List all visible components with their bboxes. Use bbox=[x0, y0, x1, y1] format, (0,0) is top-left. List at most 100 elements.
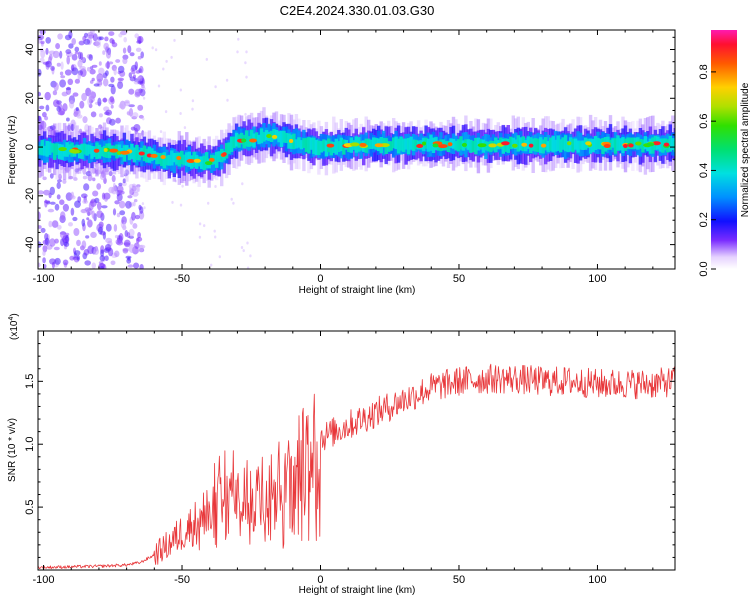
spectrogram-band-cell bbox=[205, 152, 209, 169]
spectrogram-noise-cell bbox=[135, 70, 141, 74]
snr-y-tick-label: 1.5 bbox=[24, 374, 36, 389]
spectrogram-noise-cell bbox=[88, 90, 95, 100]
spectrogram-noise-cell bbox=[71, 54, 78, 61]
spectrogram-y-tick-label: 20 bbox=[24, 92, 36, 104]
spectrogram-noise-cell bbox=[108, 83, 115, 88]
spectrogram-noise-cell bbox=[45, 60, 52, 68]
spectrogram-peak-cell bbox=[138, 151, 145, 156]
spectrogram-peak-cell bbox=[249, 138, 257, 143]
spectrogram-noise-cell bbox=[94, 197, 100, 204]
spectrogram-y-label: Frequency (Hz) bbox=[7, 116, 18, 185]
spectrogram-noise-cell bbox=[42, 257, 46, 264]
spectrogram-band-cell bbox=[411, 139, 416, 151]
spectrogram-noise-cell bbox=[127, 256, 131, 261]
spectrogram-noise-cell bbox=[137, 80, 144, 85]
spectrogram-band-cell bbox=[671, 138, 675, 150]
spectrogram-noise-cell bbox=[111, 42, 118, 48]
spectrogram-noise-cell bbox=[40, 121, 47, 130]
spectrogram-band-cell bbox=[82, 143, 87, 155]
spectrogram-band-cell bbox=[531, 138, 535, 151]
spectrogram-noise-cell bbox=[232, 201, 235, 205]
snr-multiplier-exp: 4 bbox=[8, 317, 15, 321]
spectrogram-peak-cell bbox=[70, 149, 80, 154]
spectrogram-band-cell bbox=[324, 140, 329, 157]
spectrogram-noise-cell bbox=[214, 185, 217, 188]
spectrogram-noise-cell bbox=[237, 37, 240, 41]
spectrogram-noise-cell bbox=[47, 208, 55, 213]
spectrogram-noise-cell bbox=[142, 117, 145, 121]
spectrogram-band-cell bbox=[641, 139, 645, 153]
spectrogram-noise-cell bbox=[115, 117, 121, 124]
spectrogram-noise-cell bbox=[246, 266, 250, 269]
spectrogram-noise-cell bbox=[68, 43, 74, 49]
spectrogram-noise-cell bbox=[52, 90, 58, 96]
snr-y-tick-label: 0.5 bbox=[24, 499, 36, 514]
spectrogram-noise-cell bbox=[242, 249, 245, 253]
spectrogram-noise-cell bbox=[62, 259, 69, 266]
spectrogram-band-cell bbox=[162, 152, 166, 169]
spectrogram-noise-cell bbox=[103, 78, 109, 87]
spectrogram-noise-cell bbox=[65, 49, 72, 55]
spectrogram-band-cell bbox=[127, 147, 132, 161]
spectrogram-noise-cell bbox=[135, 249, 140, 253]
spectrogram-noise-cell bbox=[181, 184, 184, 188]
spectrogram-noise-cell bbox=[110, 85, 116, 95]
spectrogram-band-cell bbox=[596, 137, 600, 149]
spectrogram-noise-cell bbox=[122, 221, 126, 230]
spectrogram-peak-cell bbox=[266, 134, 272, 138]
spectrogram-noise-cell bbox=[84, 124, 89, 133]
spectrogram-band-cell bbox=[259, 128, 264, 144]
spectrogram-band-cell bbox=[559, 139, 563, 153]
spectrogram-noise-cell bbox=[93, 83, 100, 87]
spectrogram-peak-cell bbox=[438, 144, 448, 149]
spectrogram-peak-cell bbox=[635, 141, 642, 146]
spectrogram-band-cell bbox=[556, 135, 560, 151]
spectrogram-noise-cell bbox=[207, 201, 210, 205]
spectrogram-noise-cell bbox=[104, 244, 112, 251]
spectrogram-noise-cell bbox=[102, 72, 108, 79]
spectrogram-noise-cell bbox=[112, 208, 117, 216]
spectrogram-band-cell bbox=[117, 144, 122, 157]
spectrogram-peak-cell bbox=[160, 155, 166, 159]
spectrogram-band-cell bbox=[668, 135, 672, 152]
colorbar-ticks: 0.0 0.2 0.4 0.6 0.8 bbox=[698, 64, 716, 277]
spectrogram-band-cell bbox=[172, 153, 176, 163]
spectrogram-noise-cell bbox=[110, 104, 114, 109]
spectrogram-noise-cell bbox=[136, 40, 142, 44]
spectrogram-band-cell bbox=[506, 138, 510, 153]
spectrogram-band-cell bbox=[551, 136, 555, 153]
spectrogram-band-cell bbox=[394, 136, 398, 150]
spectrogram-noise-cell bbox=[132, 112, 139, 119]
spectrogram-noise-cell bbox=[42, 250, 46, 256]
spectrogram-noise-cell bbox=[60, 61, 64, 70]
spectrogram-noise-cell bbox=[82, 116, 88, 124]
spectrogram-band-cell bbox=[317, 140, 321, 155]
spectrogram-noise-cell bbox=[138, 114, 144, 119]
spectrogram-noise-cell bbox=[143, 206, 146, 210]
spectrogram-noise-cell bbox=[104, 36, 109, 42]
spectrogram-peak-cell bbox=[416, 144, 424, 148]
spectrogram-noise-cell bbox=[53, 82, 59, 91]
snr-x-ticks: -100 -50 0 50 100 bbox=[33, 331, 654, 586]
spectrogram-y-tick-label: 40 bbox=[24, 43, 36, 55]
spectrogram-noise-cell bbox=[210, 263, 213, 267]
spectrogram-band-cell bbox=[526, 136, 530, 149]
spectrogram-noise-cell bbox=[159, 130, 163, 134]
spectrogram-x-tick-label: -50 bbox=[174, 273, 190, 285]
spectrogram-band-cell bbox=[389, 141, 393, 151]
spectrogram-noise-cell bbox=[128, 88, 135, 95]
spectrogram-band-cell bbox=[307, 137, 311, 154]
spectrogram-y-tick-label: -20 bbox=[24, 188, 36, 204]
spectrogram-band-cell bbox=[247, 136, 251, 147]
spectrogram-noise-cell bbox=[154, 48, 158, 52]
spectrogram-band-cell bbox=[519, 137, 523, 151]
spectrogram-noise-cell bbox=[54, 257, 61, 265]
spectrogram-noise-cell bbox=[76, 114, 83, 119]
spectrogram-noise-cell bbox=[76, 239, 81, 247]
spectrogram-noise-cell bbox=[134, 127, 138, 135]
spectrogram-noise-cell bbox=[110, 260, 116, 266]
spectrogram-peak-cell bbox=[501, 141, 510, 146]
spectrogram-band-cell bbox=[132, 147, 137, 163]
spectrogram-band-cell bbox=[509, 136, 513, 150]
spectrogram-noise-cell bbox=[87, 245, 95, 255]
